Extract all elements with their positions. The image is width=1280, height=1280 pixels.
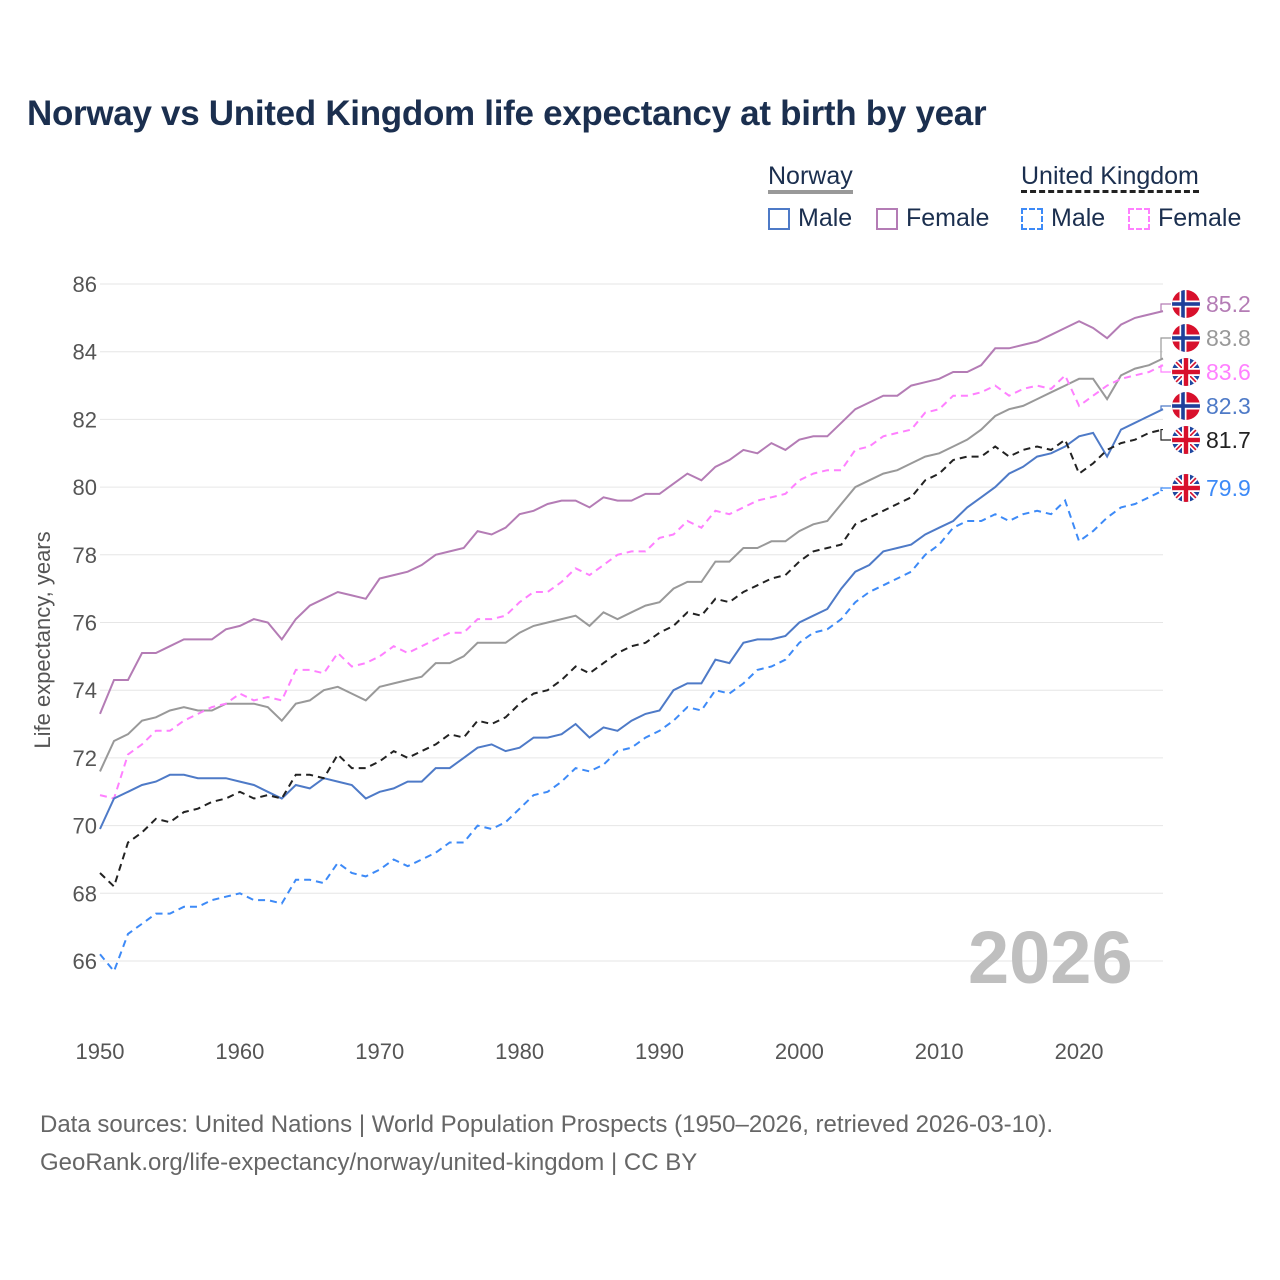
legend-norway-male[interactable]: Male	[768, 204, 852, 233]
end-value-label: 83.6	[1206, 359, 1251, 385]
label-connector	[1160, 364, 1171, 373]
norway-flag-icon	[1172, 392, 1200, 420]
y-tick-label: 86	[73, 272, 97, 297]
y-tick-label: 80	[73, 475, 97, 500]
x-tick-label: 1980	[495, 1039, 544, 1064]
legend-norway-female[interactable]: Female	[876, 204, 989, 233]
grid	[100, 283, 1163, 962]
label-connector	[1160, 487, 1171, 492]
label-connector	[1160, 405, 1171, 410]
end-value-label: 83.8	[1206, 325, 1251, 351]
norway-flag-icon	[1172, 290, 1200, 318]
x-tick-label: 1990	[635, 1039, 684, 1064]
y-axis-label: Life expectancy, years	[30, 531, 55, 748]
x-tick-label: 2010	[915, 1039, 964, 1064]
x-tick-label: 1970	[355, 1039, 404, 1064]
uk-flag-icon	[1172, 474, 1200, 502]
legend-swatch-uk-male	[1021, 207, 1043, 230]
x-tick-label: 1950	[76, 1039, 125, 1064]
end-value-label: 79.9	[1206, 475, 1251, 501]
x-tick-labels: 1950 1960 1970 1980 1990 2000 2010 2020	[76, 1039, 1104, 1064]
label-connector	[1160, 303, 1171, 312]
current-year-watermark: 2026	[968, 916, 1133, 999]
uk-flag-icon	[1172, 358, 1200, 386]
x-tick-label: 1960	[215, 1039, 264, 1064]
x-tick-label: 2000	[775, 1039, 824, 1064]
y-tick-label: 76	[73, 611, 97, 636]
label-connector	[1160, 428, 1171, 441]
legend-label: Male	[798, 204, 853, 232]
end-labels: 85.2 83.8 83.6 82.3 81.7 79.9	[1160, 290, 1251, 502]
series-line-united-kingdom-male	[99, 489, 1164, 974]
series-lines	[99, 310, 1164, 974]
uk-flag-icon	[1172, 426, 1200, 454]
source-line-2[interactable]: GeoRank.org/life-expectancy/norway/unite…	[40, 1149, 698, 1176]
series-line-united-kingdom-total	[99, 428, 1164, 889]
y-tick-label: 82	[73, 407, 97, 432]
legend-swatch-uk-female	[1128, 207, 1150, 230]
legend-label: Male	[1051, 204, 1106, 232]
y-tick-label: 74	[73, 678, 97, 703]
source-line-1: Data sources: United Nations | World Pop…	[40, 1111, 1054, 1138]
y-tick-label: 84	[73, 340, 97, 365]
legend-uk-header: United Kingdom	[1021, 162, 1199, 193]
y-tick-labels: 66 68 70 72 74 76 78 80 82 84 86	[73, 272, 97, 974]
legend-swatch-norway-male	[768, 207, 790, 230]
end-value-label: 81.7	[1206, 427, 1251, 453]
y-tick-label: 72	[73, 746, 97, 771]
legend-label: Female	[1158, 204, 1242, 232]
y-tick-label: 68	[73, 881, 97, 906]
legend-swatch-norway-female	[876, 207, 898, 230]
y-tick-label: 66	[73, 949, 97, 974]
norway-flag-icon	[1172, 324, 1200, 352]
y-tick-label: 70	[73, 814, 97, 839]
series-line-norway-male	[99, 408, 1164, 830]
legend-uk-male[interactable]: Male	[1021, 204, 1105, 233]
series-line-norway-total	[99, 357, 1164, 772]
end-value-label: 85.2	[1206, 291, 1251, 317]
y-tick-label: 78	[73, 543, 97, 568]
end-value-label: 82.3	[1206, 393, 1251, 419]
chart-title: Norway vs United Kingdom life expectancy…	[27, 94, 987, 133]
x-tick-label: 2020	[1055, 1039, 1104, 1064]
legend-norway-header: Norway	[768, 162, 853, 194]
source-note: Data sources: United Nations | World Pop…	[40, 1106, 1053, 1182]
legend-label: Female	[906, 204, 990, 232]
series-line-norway-female	[99, 310, 1164, 715]
series-line-united-kingdom-female	[99, 364, 1164, 800]
legend-uk-female[interactable]: Female	[1128, 204, 1241, 233]
label-connector	[1160, 337, 1171, 360]
